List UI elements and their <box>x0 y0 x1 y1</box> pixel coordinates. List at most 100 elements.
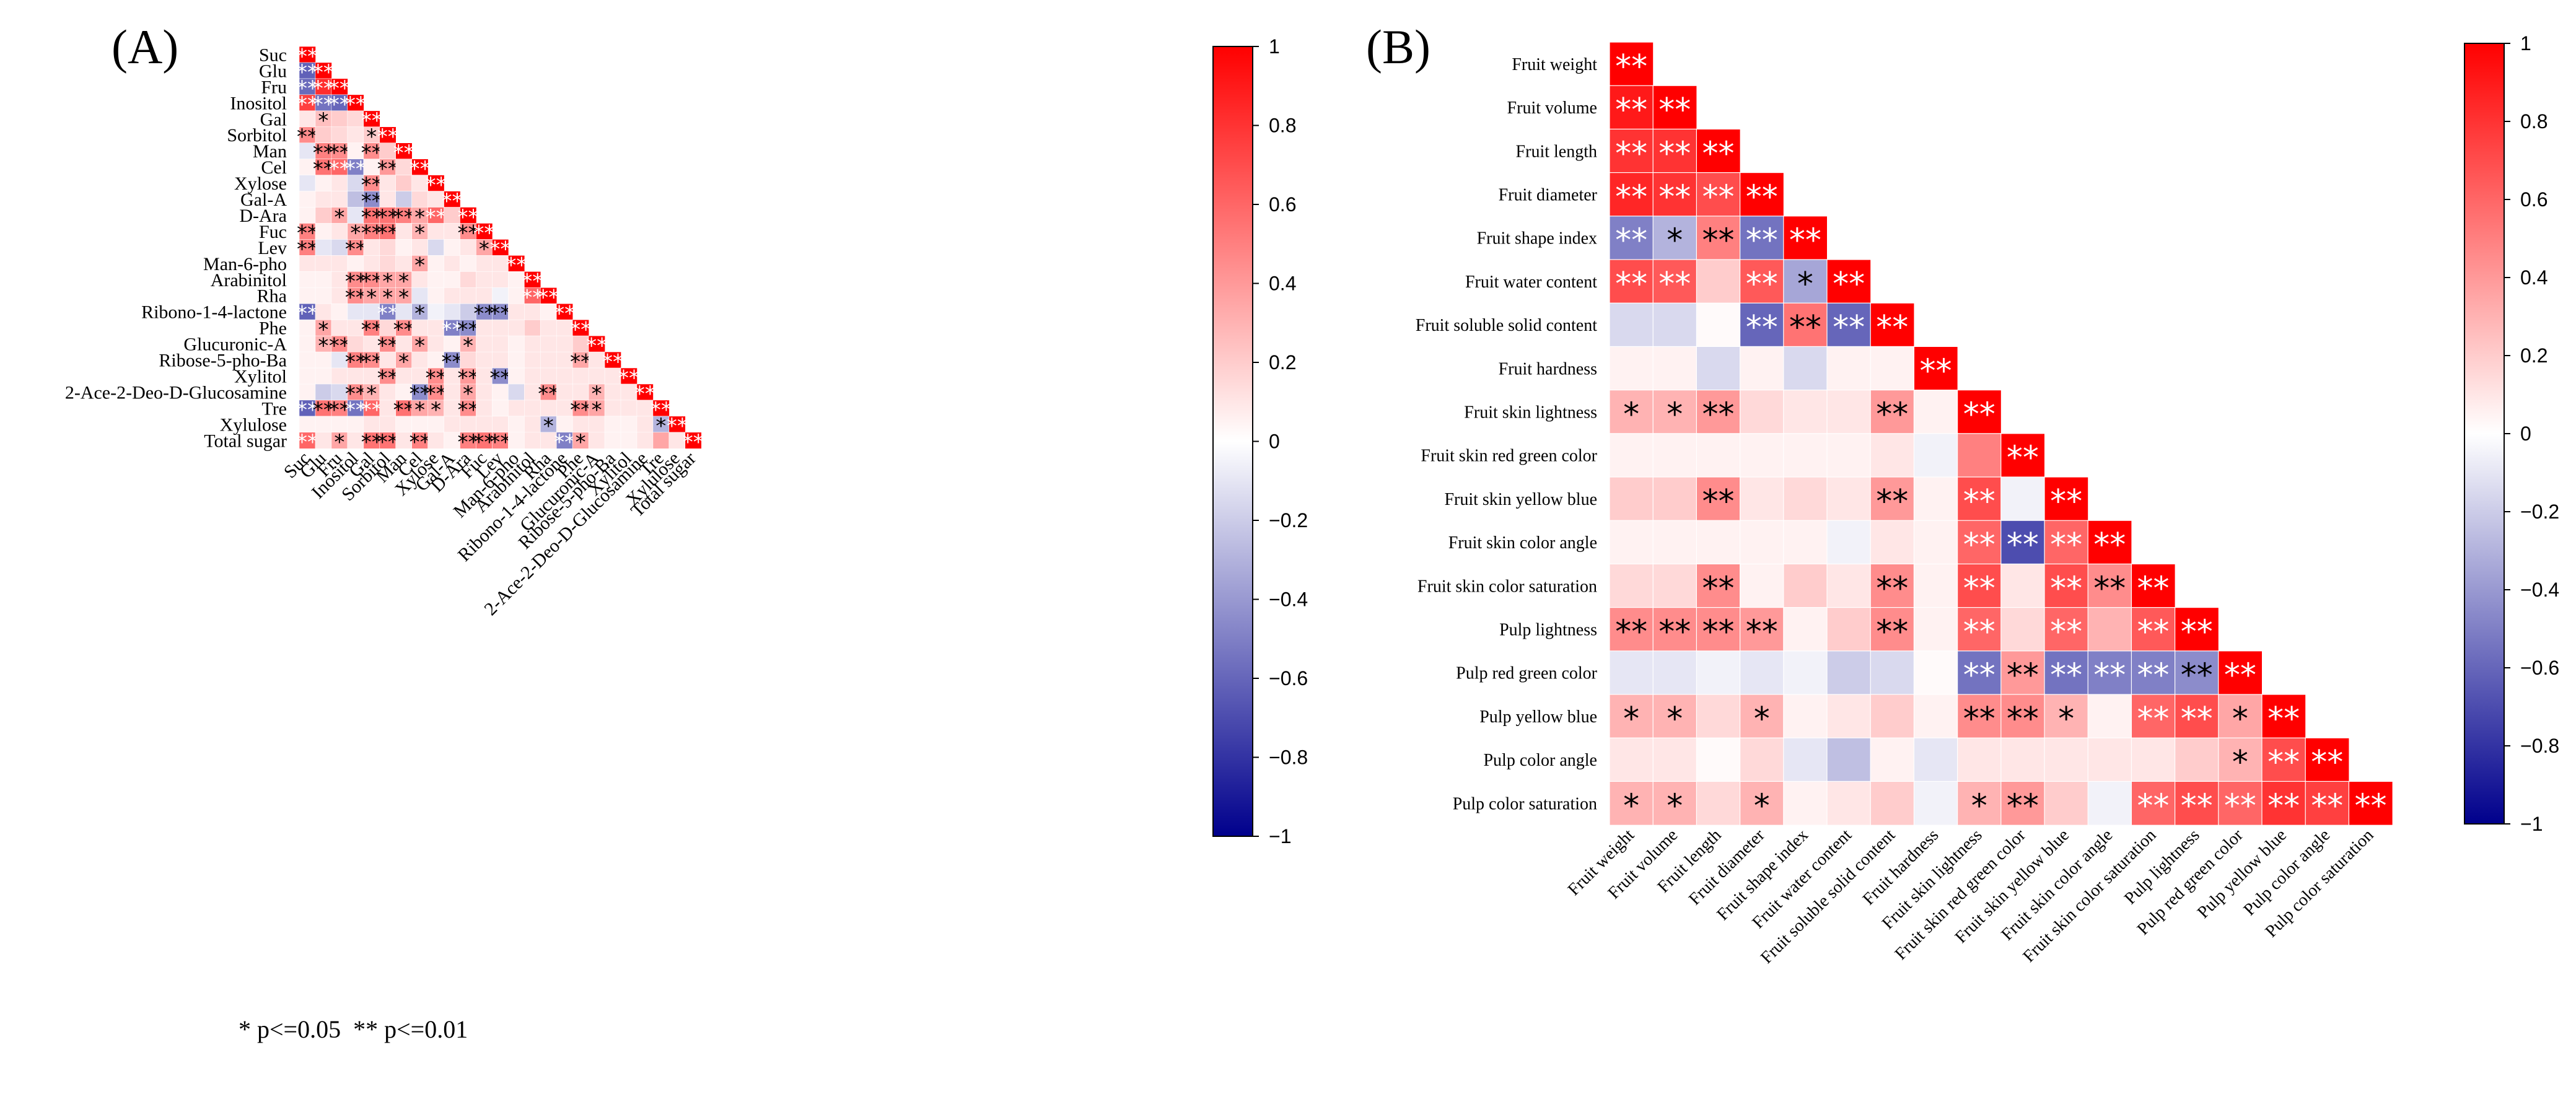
heatmap-cell-11-9 <box>444 223 461 240</box>
significance-mark-4-3: ** <box>1746 222 1778 260</box>
heatmap-cell-17-15 <box>540 319 558 337</box>
significance-mark-17-16: ** <box>2311 787 2343 825</box>
heatmap-cell-22-11 <box>476 400 493 417</box>
colorbar-tick-label-1-3: 0.4 <box>2520 266 2548 289</box>
heatmap-cell-24-9 <box>444 432 461 449</box>
heatmap-cell-20-5 <box>379 367 396 385</box>
heatmap-cell-14-9 <box>444 271 461 289</box>
row-label-18: Glucuronic-A <box>183 335 287 355</box>
heatmap-cell-22-14 <box>524 400 541 417</box>
heatmap-cell-10-4 <box>1783 476 1828 522</box>
heatmap-cell-16-5 <box>1826 737 1872 782</box>
heatmap-cell-13-2 <box>1696 606 1741 652</box>
significance-mark-4-4: ** <box>1789 222 1821 260</box>
heatmap-cell-23-19 <box>604 416 621 433</box>
heatmap-cell-16-6 <box>1870 737 1915 782</box>
heatmap-cell-20-7 <box>411 367 429 385</box>
heatmap-cell-5-0 <box>299 126 316 144</box>
heatmap-cell-15-5 <box>1826 694 1872 739</box>
heatmap-cell-14-11 <box>476 271 493 289</box>
heatmap-cell-4-4 <box>1783 216 1828 261</box>
heatmap-cell-11-0 <box>299 223 316 240</box>
heatmap-cell-16-12 <box>2131 737 2176 782</box>
heatmap-cell-21-12 <box>492 383 509 401</box>
heatmap-cell-7-3 <box>347 159 364 176</box>
heatmap-cell-6-5 <box>1826 302 1872 348</box>
heatmap-cell-17-14 <box>524 319 541 337</box>
heatmap-cell-16-3 <box>1740 737 1785 782</box>
heatmap-cell-21-10 <box>460 383 477 401</box>
heatmap-cell-21-16 <box>556 383 574 401</box>
row-label-8: Xylose <box>234 173 287 194</box>
row-label-9: Fruit skin red green color <box>1421 447 1597 466</box>
heatmap-cell-17-3 <box>1740 781 1785 826</box>
heatmap-cell-15-2 <box>1696 694 1741 739</box>
heatmap-cell-12-0 <box>299 239 316 256</box>
row-label-4: Fruit shape index <box>1477 229 1597 248</box>
heatmap-cell-23-11 <box>476 416 493 433</box>
heatmap-cell-6-2 <box>1696 302 1741 348</box>
heatmap-cell-14-5 <box>1826 650 1872 696</box>
heatmap-cell-22-7 <box>411 400 429 417</box>
heatmap-cell-18-9 <box>444 335 461 352</box>
significance-mark-13-12: ** <box>2137 614 2170 651</box>
heatmap-cell-11-2 <box>1696 520 1741 565</box>
row-label-19: Ribose-5-pho-Ba <box>159 351 287 371</box>
significance-mark-4-0: ** <box>1615 222 1647 260</box>
heatmap-cell-15-0 <box>299 287 316 305</box>
heatmap-cell-17-10 <box>2044 781 2089 826</box>
heatmap-cell-16-2 <box>331 303 348 321</box>
row-label-14: Pulp red green color <box>1456 664 1597 683</box>
heatmap-cell-23-1 <box>315 416 332 433</box>
significance-mark-17-15: ** <box>2267 787 2300 825</box>
heatmap-cell-14-0 <box>1609 650 1654 696</box>
heatmap-cell-12-5 <box>379 239 396 256</box>
heatmap-cell-2-1 <box>1652 128 1698 173</box>
heatmap-cell-8-7 <box>411 175 429 192</box>
heatmap-cell-14-0 <box>299 271 316 289</box>
heatmap-cell-15-7 <box>411 287 429 305</box>
row-label-1: Glu <box>259 61 287 81</box>
heatmap-cell-15-15 <box>540 287 558 305</box>
colorbar-tick-label-0-8: −0.6 <box>1269 667 1308 689</box>
heatmap-cell-9-4 <box>1783 433 1828 478</box>
heatmap-cell-21-21 <box>636 383 654 401</box>
heatmap-cell-11-10 <box>2044 520 2089 565</box>
colorbar-tick-label-1-9: −0.8 <box>2520 735 2559 757</box>
heatmap-cell-15-4 <box>363 287 380 305</box>
heatmap-cell-20-3 <box>347 367 364 385</box>
heatmap-cell-9-3 <box>1740 433 1785 478</box>
heatmap-cell-24-13 <box>508 432 525 449</box>
significance-mark-8-1: * <box>1667 396 1683 434</box>
row-label-15: Pulp yellow blue <box>1479 707 1597 727</box>
heatmap-cell-9-0 <box>1609 433 1654 478</box>
significance-mark-12-11: ** <box>2093 570 2126 607</box>
heatmap-cell-7-6 <box>1870 346 1915 391</box>
heatmap-cell-8-4 <box>363 175 380 192</box>
significance-mark-0-0: ** <box>1615 48 1647 85</box>
heatmap-cell-17-16 <box>2305 781 2350 826</box>
significance-mark-6-6: ** <box>1876 309 1908 346</box>
heatmap-cell-17-3 <box>347 319 364 337</box>
heatmap-cell-21-17 <box>572 383 590 401</box>
heatmap-cell-23-23 <box>668 416 686 433</box>
heatmap-cell-14-14 <box>2218 650 2263 696</box>
heatmap-cell-9-1 <box>315 191 332 208</box>
heatmap-cell-9-5 <box>1826 433 1872 478</box>
significance-mark-15-1: * <box>1667 701 1683 738</box>
significance-mark-5-0: ** <box>1615 266 1647 303</box>
heatmap-cell-13-11 <box>476 255 493 273</box>
significance-mark-5-4: * <box>1797 266 1813 303</box>
heatmap-cell-16-7 <box>411 303 429 321</box>
heatmap-cell-12-0 <box>1609 563 1654 608</box>
heatmap-cell-22-8 <box>427 400 445 417</box>
significance-mark-11-11: ** <box>2093 527 2126 564</box>
heatmap-cell-9-6 <box>1870 433 1915 478</box>
significance-mark-5-5: ** <box>1833 266 1865 303</box>
heatmap-cell-12-11 <box>476 239 493 256</box>
heatmap-cell-16-1 <box>1652 737 1698 782</box>
heatmap-cell-8-2 <box>331 175 348 192</box>
row-label-8: Fruit skin lightness <box>1464 403 1597 422</box>
heatmap-cell-17-5 <box>1826 781 1872 826</box>
heatmap-cell-23-5 <box>379 416 396 433</box>
